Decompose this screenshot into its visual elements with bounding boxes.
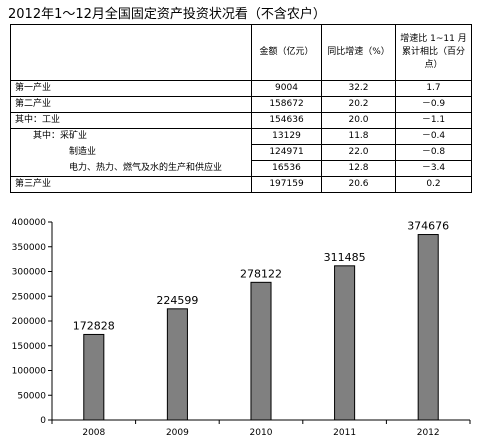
bar <box>334 265 356 421</box>
row-amount: 158672 <box>251 96 322 113</box>
row-growth: 20.0 <box>321 112 396 129</box>
y-tick-label: 300000 <box>12 268 47 278</box>
bar <box>166 308 188 421</box>
x-tick-label: 2010 <box>250 428 273 438</box>
table-header-amount: 金额（亿元） <box>251 24 322 81</box>
x-tick-label: 2008 <box>82 428 105 438</box>
table-header-growth: 同比增速（%） <box>321 24 396 81</box>
row-amount: 154636 <box>251 112 322 129</box>
bar-value-label: 278122 <box>240 267 282 280</box>
row-change: 1.7 <box>395 80 472 97</box>
y-tick-label: 100000 <box>12 367 47 377</box>
y-tick-label: 350000 <box>12 243 47 253</box>
bar-chart: 0 50000 100000 150000 200000 250000 300000 3500… <box>12 218 471 438</box>
bar <box>417 234 439 421</box>
row-growth: 11.8 <box>321 128 396 145</box>
bar-value-label: 311485 <box>324 251 366 264</box>
table-row: 第二产业 158672 20.2 －0.9 <box>10 96 472 113</box>
y-tick-label: 150000 <box>12 342 47 352</box>
bar <box>250 281 272 421</box>
y-tick-label: 400000 <box>12 218 47 228</box>
row-growth: 20.2 <box>321 96 396 113</box>
row-growth: 22.0 <box>321 144 396 161</box>
table-header-blank <box>10 24 252 81</box>
row-growth: 12.8 <box>321 160 396 177</box>
row-name: 其中：工业 <box>10 112 252 129</box>
row-amount: 16536 <box>251 160 322 177</box>
y-tick-label: 250000 <box>12 292 47 302</box>
table-row: 第一产业 9004 32.2 1.7 <box>10 80 472 97</box>
row-amount: 9004 <box>251 80 322 97</box>
bar <box>83 333 105 421</box>
y-tick-label: 0 <box>40 416 46 426</box>
table-header-row: 金额（亿元） 同比增速（%） 增速比 1~11 月累计相比（百分点） <box>10 24 472 81</box>
y-axis: 0 50000 100000 150000 200000 250000 300000 3500… <box>12 218 53 426</box>
row-growth: 20.6 <box>321 176 396 193</box>
bar-value-label: 172828 <box>73 319 115 332</box>
row-name: 第一产业 <box>10 80 252 97</box>
x-tick-label: 2012 <box>417 428 440 438</box>
bars: 172828 224599 278122 311485 374676 <box>73 220 449 421</box>
row-change: －0.8 <box>395 144 472 161</box>
x-tick-label: 2011 <box>333 428 356 438</box>
row-name: 第二产业 <box>10 96 252 113</box>
row-change: －1.1 <box>395 112 472 129</box>
bar-value-label: 224599 <box>156 294 198 307</box>
table-header-change: 增速比 1~11 月累计相比（百分点） <box>395 24 472 81</box>
table-row: 其中：工业 154636 20.0 －1.1 <box>10 112 472 129</box>
table-row: 电力、热力、燃气及水的生产和供应业 16536 12.8 －3.4 <box>10 160 472 177</box>
x-tick-label: 2009 <box>166 428 189 438</box>
row-change: －0.4 <box>395 128 472 145</box>
x-axis: 2008 2009 2010 2011 2012 <box>51 419 471 438</box>
table-row: 第三产业 197159 20.6 0.2 <box>10 176 472 193</box>
row-change: 0.2 <box>395 176 472 193</box>
table-row: 其中：采矿业 13129 11.8 －0.4 <box>10 128 472 145</box>
page-title: 2012年1～12月全国固定资产投资状况看（不含农户） <box>8 7 326 22</box>
y-tick-label: 200000 <box>12 317 47 327</box>
row-name: 电力、热力、燃气及水的生产和供应业 <box>10 160 252 177</box>
row-name: 第三产业 <box>10 176 252 193</box>
row-name: 制造业 <box>10 144 252 161</box>
row-amount: 13129 <box>251 128 322 145</box>
row-change: －0.9 <box>395 96 472 113</box>
investment-table: 金额（亿元） 同比增速（%） 增速比 1~11 月累计相比（百分点） 第一产业 … <box>10 24 472 193</box>
row-change: －3.4 <box>395 160 472 177</box>
row-amount: 197159 <box>251 176 322 193</box>
table-row: 制造业 124971 22.0 －0.8 <box>10 144 472 161</box>
row-name: 其中：采矿业 <box>10 128 252 145</box>
y-tick-label: 50000 <box>17 391 46 401</box>
row-growth: 32.2 <box>321 80 396 97</box>
row-amount: 124971 <box>251 144 322 161</box>
bar-value-label: 374676 <box>407 220 449 233</box>
